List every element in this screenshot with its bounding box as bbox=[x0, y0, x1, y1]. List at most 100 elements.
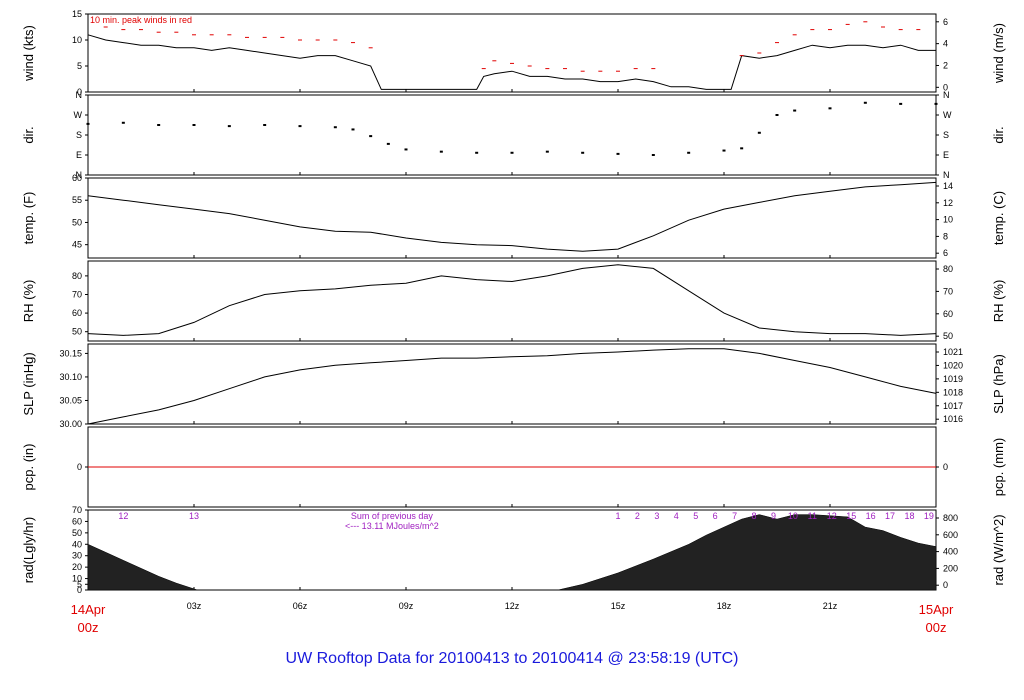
dir-point bbox=[510, 151, 514, 154]
rad-ylabel-left: rad(Lgly/hr) bbox=[21, 517, 36, 583]
slp-ytick-label-right: 1017 bbox=[943, 401, 963, 411]
wind-annotation: 10 min. peak winds in red bbox=[90, 15, 192, 25]
x-tick-label: 03z bbox=[187, 601, 202, 611]
wind-ylabel-left: wind (kts) bbox=[21, 25, 36, 82]
temp-ytick-label-right: 14 bbox=[943, 181, 953, 191]
rad-hour-label: 4 bbox=[674, 511, 679, 521]
dir-ytick-label-left: S bbox=[76, 130, 82, 140]
rh-series-line bbox=[87, 264, 937, 336]
rad-ytick-label-right: 0 bbox=[943, 580, 948, 590]
rad-ytick-label-left: 5 bbox=[77, 579, 82, 589]
dir-point bbox=[298, 125, 302, 128]
slp-ytick-label-left: 30.10 bbox=[59, 372, 82, 382]
wind-series-line bbox=[87, 34, 936, 90]
temp-ytick-label-left: 50 bbox=[72, 217, 82, 227]
dir-ytick-label-right: N bbox=[943, 170, 950, 180]
wind-ytick-label-left: 15 bbox=[72, 9, 82, 19]
rh-ylabel-left: RH (%) bbox=[21, 280, 36, 323]
rh-ytick-label-left: 50 bbox=[72, 327, 82, 337]
rad-hour-label: 12 bbox=[118, 511, 128, 521]
wind-ytick-label-right: 0 bbox=[943, 82, 948, 92]
dir-point bbox=[263, 124, 267, 126]
slp-ytick-label-left: 30.15 bbox=[59, 348, 82, 358]
dir-ytick-label-left: N bbox=[76, 170, 83, 180]
x-start-date: 14Apr bbox=[71, 602, 106, 617]
x-tick-label: 21z bbox=[823, 601, 838, 611]
dir-point bbox=[687, 151, 691, 154]
temp-ytick-label-left: 45 bbox=[72, 240, 82, 250]
rad-hour-label: 17 bbox=[885, 511, 895, 521]
slp-ytick-label-left: 30.05 bbox=[59, 395, 82, 405]
rh-ylabel-right: RH (%) bbox=[991, 280, 1006, 323]
rad-hour-label: 18 bbox=[904, 511, 914, 521]
rad-ylabel-right: rad (W/m^2) bbox=[991, 514, 1006, 585]
wind-ytick-label-left: 0 bbox=[77, 87, 82, 97]
dir-ytick-label-right: S bbox=[943, 130, 949, 140]
x-tick-label: 12z bbox=[505, 601, 520, 611]
rad-ytick-label-left: 50 bbox=[72, 528, 82, 538]
dir-ylabel-right: dir. bbox=[991, 126, 1006, 143]
temp-ytick-label-right: 6 bbox=[943, 248, 948, 258]
rad-ytick-label-left: 20 bbox=[72, 562, 82, 572]
dir-point bbox=[775, 114, 779, 116]
dir-ytick-label-right: W bbox=[943, 110, 952, 120]
rh-ytick-label-left: 70 bbox=[72, 289, 82, 299]
dir-ytick-label-left: W bbox=[74, 110, 83, 120]
dir-point bbox=[475, 151, 479, 154]
rh-ytick-label-right: 80 bbox=[943, 264, 953, 274]
dir-point bbox=[828, 107, 832, 110]
rad-ytick-label-right: 200 bbox=[943, 563, 958, 573]
rh-ytick-label-left: 60 bbox=[72, 308, 82, 318]
x-start-hour: 00z bbox=[78, 620, 99, 635]
slp-ytick-label-right: 1018 bbox=[943, 387, 963, 397]
dir-point bbox=[192, 124, 196, 126]
x-tick-label: 06z bbox=[293, 601, 308, 611]
rad-hour-label: 9 bbox=[771, 511, 776, 521]
dir-point bbox=[740, 147, 744, 150]
dir-point bbox=[616, 152, 620, 155]
temp-ytick-label-left: 60 bbox=[72, 173, 82, 183]
x-end-hour: 00z bbox=[926, 620, 947, 635]
x-tick-label: 18z bbox=[717, 601, 732, 611]
dir-point bbox=[386, 142, 390, 145]
dir-ytick-label-right: N bbox=[943, 90, 950, 100]
dir-point bbox=[899, 102, 903, 105]
rad-ytick-label-right: 600 bbox=[943, 530, 958, 540]
rad-ytick-label-left: 0 bbox=[77, 585, 82, 595]
wind-ytick-label-left: 10 bbox=[72, 35, 82, 45]
pcp-ytick-label-right: 0 bbox=[943, 462, 948, 472]
rad-hour-label: 3 bbox=[654, 511, 659, 521]
wind-ytick-label-right: 4 bbox=[943, 39, 948, 49]
dir-point bbox=[86, 122, 90, 125]
rad-annotation: Sum of previous day bbox=[351, 511, 434, 521]
rad-ytick-label-left: 30 bbox=[72, 551, 82, 561]
rad-hour-label: 15 bbox=[846, 511, 856, 521]
dir-point bbox=[651, 154, 655, 156]
dir-point bbox=[863, 101, 867, 104]
rh-ytick-label-right: 60 bbox=[943, 309, 953, 319]
rad-ytick-label-left: 70 bbox=[72, 505, 82, 515]
rad-hour-label: 7 bbox=[732, 511, 737, 521]
rad-annotation-sum: <--- 13.11 MJoules/m^2 bbox=[345, 521, 439, 531]
rad-ytick-label-right: 800 bbox=[943, 513, 958, 523]
slp-panel-frame bbox=[87, 343, 937, 425]
rh-ytick-label-left: 80 bbox=[72, 271, 82, 281]
slp-ytick-label-right: 1019 bbox=[943, 374, 963, 384]
temp-ylabel-left: temp. (F) bbox=[21, 192, 36, 245]
x-end-date: 15Apr bbox=[919, 602, 954, 617]
dir-point bbox=[121, 121, 125, 124]
dir-point bbox=[793, 109, 797, 112]
slp-ytick-label-right: 1020 bbox=[943, 360, 963, 370]
dir-point bbox=[581, 151, 585, 154]
pcp-ylabel-right: pcp. (mm) bbox=[991, 438, 1006, 497]
dir-point bbox=[439, 150, 443, 153]
dir-point bbox=[934, 102, 938, 105]
rad-hour-label: 5 bbox=[693, 511, 698, 521]
dir-point bbox=[227, 125, 231, 128]
rad-hour-label: 13 bbox=[189, 511, 199, 521]
pcp-ylabel-left: pcp. (in) bbox=[21, 444, 36, 491]
wind-ytick-label-left: 5 bbox=[77, 61, 82, 71]
rad-hour-label: 19 bbox=[924, 511, 934, 521]
dir-point bbox=[404, 148, 408, 151]
